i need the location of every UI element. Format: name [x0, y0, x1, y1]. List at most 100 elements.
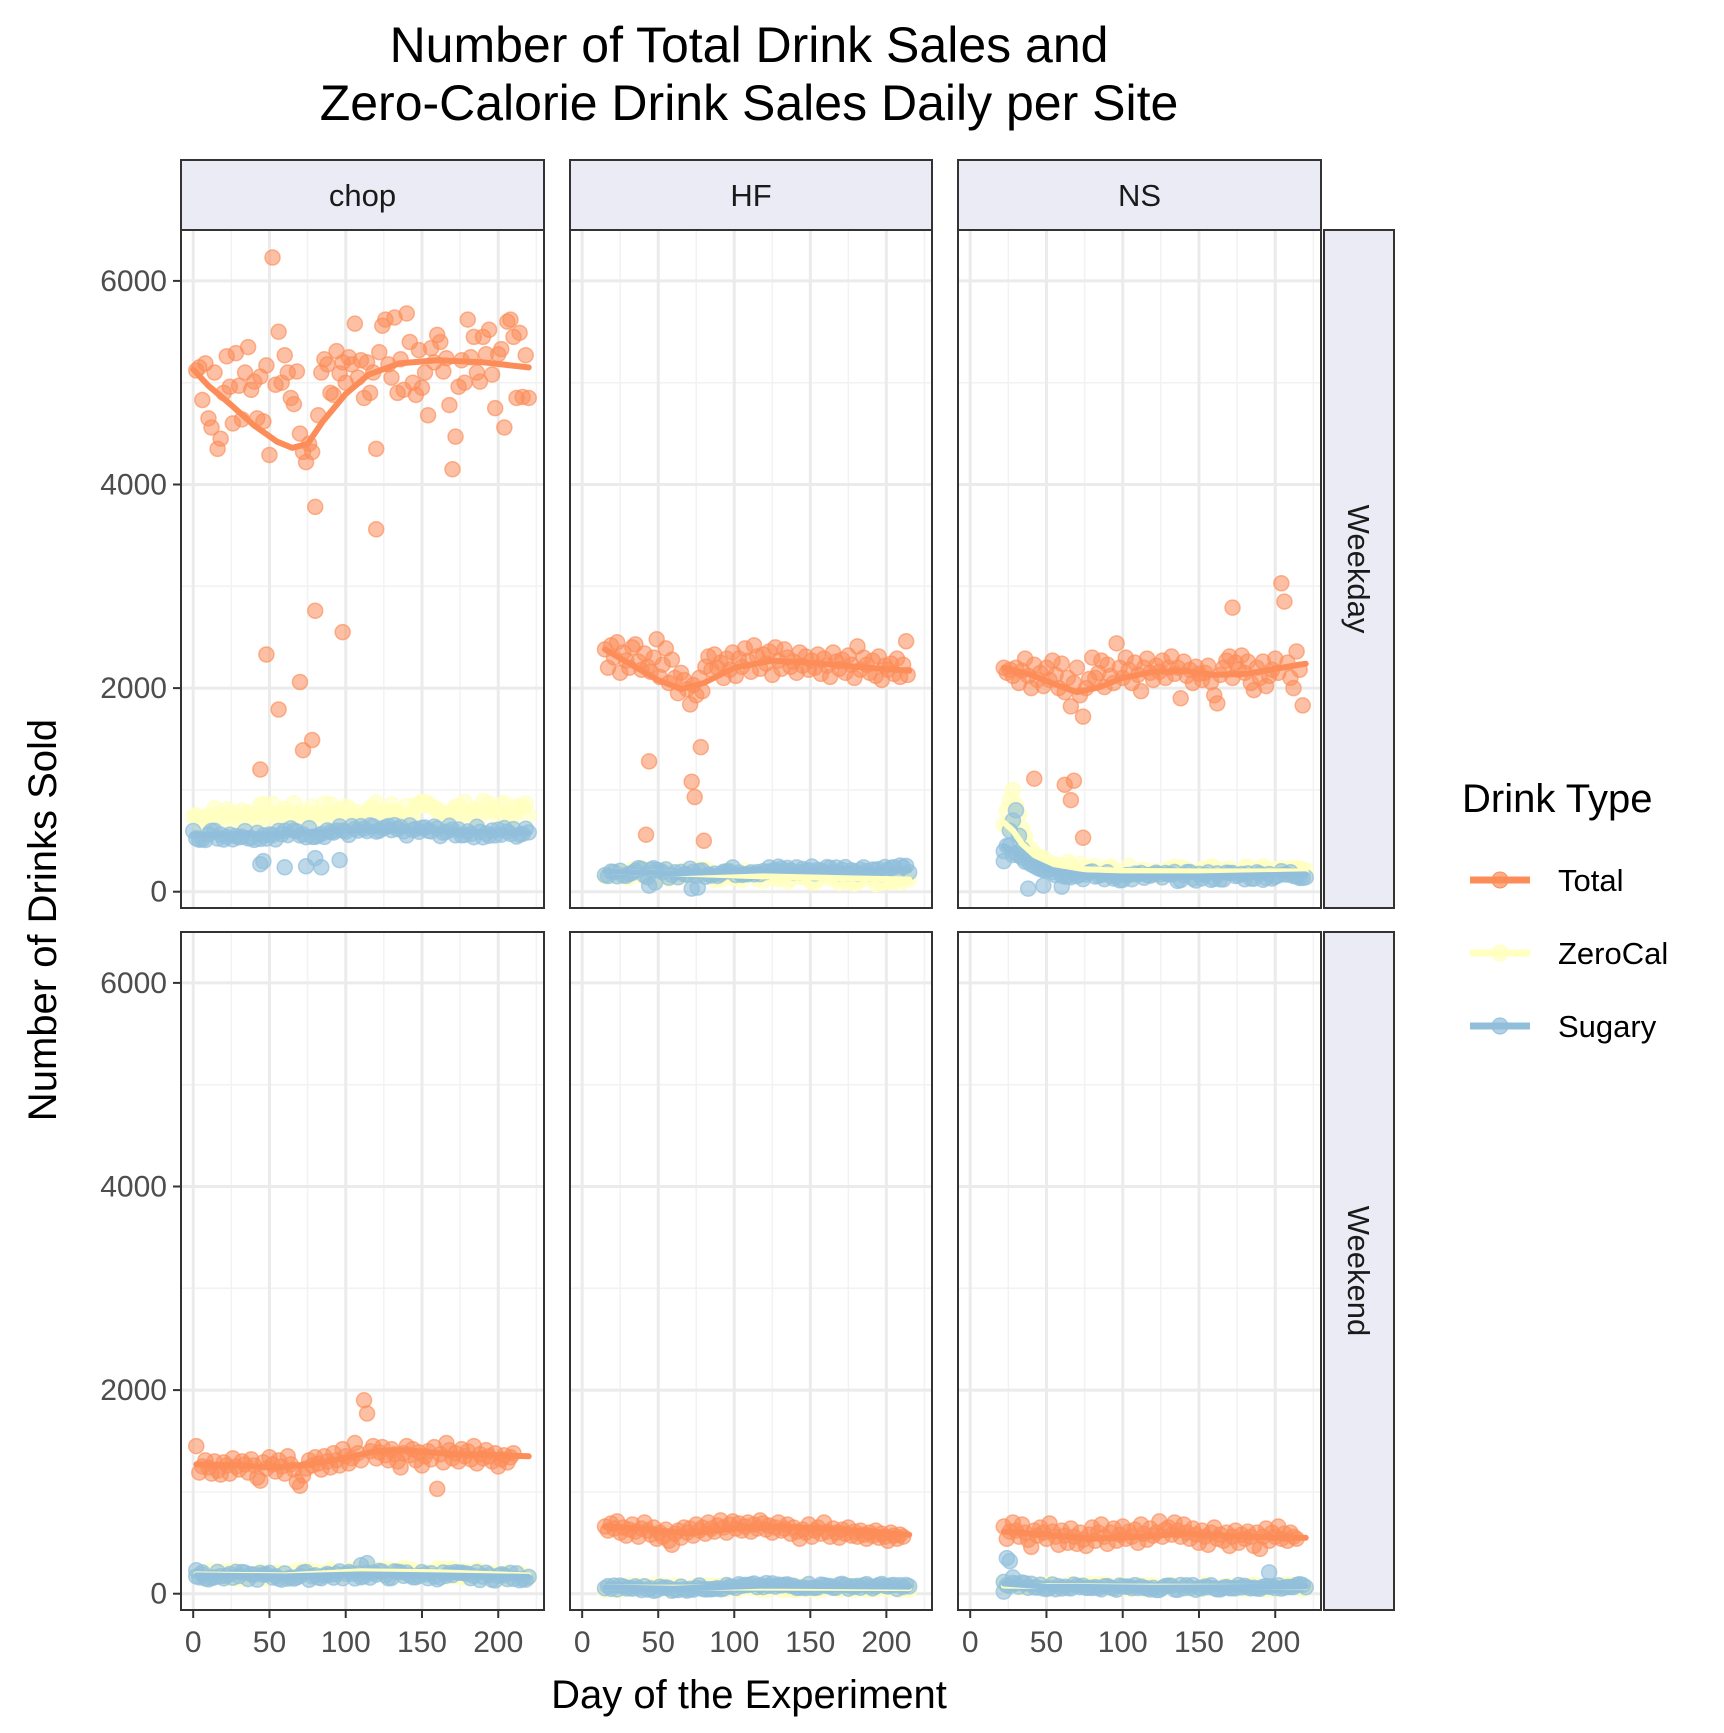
total-point [447, 428, 464, 445]
sugary-point [646, 874, 664, 891]
chart-title-line-1: Number of Total Drink Sales and [390, 17, 1109, 73]
total-trend-line [602, 646, 913, 693]
total-point [480, 321, 498, 339]
total-point [206, 364, 223, 381]
total-point [334, 623, 351, 641]
total-point [486, 399, 504, 417]
sugary-point [276, 859, 293, 876]
y-tick-label: 2000 [100, 672, 167, 705]
total-point [294, 741, 312, 759]
total-point [502, 311, 519, 328]
x-axis-title: Day of the Experiment [551, 1673, 947, 1717]
total-point [1209, 695, 1226, 712]
total-point [1294, 697, 1311, 714]
total-point [471, 373, 489, 390]
facet-panels [180, 229, 1322, 1611]
strip-label-chop: chop [329, 178, 396, 213]
x-tick-label: 0 [185, 1626, 202, 1659]
legend-key-point-total [1491, 871, 1509, 889]
panel-HF-weekday [569, 229, 933, 909]
sugary-trend-line [602, 1582, 913, 1592]
total-point [264, 249, 281, 266]
x-tick-label: 100 [321, 1626, 371, 1659]
total-point [640, 753, 658, 770]
legend: Drink Type Total ZeroCal Sugary [1462, 777, 1668, 1044]
x-tick-label: 150 [785, 1626, 835, 1659]
total-point [285, 395, 303, 413]
y-tick-label: 2000 [100, 1374, 167, 1407]
total-point [212, 430, 229, 447]
chart-title-line-2: Zero-Calorie Drink Sales Daily per Site [320, 75, 1179, 131]
total-point [361, 384, 379, 402]
total-point [692, 738, 710, 756]
panel-HF-weekend [569, 931, 933, 1611]
strip-label-weekend: Weekend [1341, 1206, 1376, 1336]
total-point [367, 521, 385, 538]
total-point [1062, 698, 1080, 715]
total-point [483, 366, 501, 383]
zerocal-trend-line [190, 807, 532, 820]
total-point [1288, 643, 1305, 660]
x-tick-label: 50 [1030, 1626, 1063, 1659]
total-point [258, 357, 275, 374]
total-point [1172, 690, 1189, 707]
total-point [346, 315, 364, 332]
legend-title: Drink Type [1462, 777, 1652, 821]
total-point [1062, 791, 1080, 809]
total-point [520, 389, 537, 407]
panel-chop-weekday [180, 229, 545, 909]
total-point [358, 1405, 376, 1422]
sugary-point [1001, 1552, 1019, 1570]
total-point [1026, 770, 1043, 787]
total-trend-line [1000, 660, 1309, 696]
total-point [1132, 682, 1150, 700]
x-tick-label: 150 [397, 1626, 447, 1659]
total-point [897, 633, 915, 650]
total-point [496, 419, 513, 436]
total-point [1074, 829, 1092, 847]
strip-label-HF: HF [730, 178, 771, 213]
total-point [459, 311, 476, 328]
total-point [637, 826, 655, 843]
panel-background [570, 230, 932, 908]
total-trend-line [193, 1447, 532, 1471]
legend-label-total: Total [1558, 863, 1623, 898]
total-point [188, 1437, 205, 1455]
x-tick-label: 50 [253, 1626, 286, 1659]
total-point [686, 788, 703, 806]
zerocal-point [1004, 781, 1022, 799]
total-point [270, 323, 287, 341]
strip-NS [957, 159, 1322, 231]
total-point [288, 363, 306, 380]
total-point [1108, 635, 1125, 652]
legend-key-point-zerocal [1491, 944, 1509, 962]
strip-label-weekday: Weekday [1341, 505, 1376, 634]
y-tick-label: 6000 [100, 265, 167, 298]
total-point [261, 446, 278, 464]
total-point [1273, 575, 1290, 592]
sugary-trend-line [1000, 1580, 1309, 1591]
sugary-trend-line [602, 866, 913, 877]
y-tick-label: 4000 [100, 469, 167, 502]
x-tick-label: 200 [473, 1626, 523, 1659]
panel-NS-weekend [957, 931, 1322, 1611]
total-point [1224, 599, 1241, 616]
total-point [1276, 593, 1293, 610]
panel-background [958, 932, 1321, 1610]
total-point [194, 391, 211, 409]
sugary-point [331, 851, 348, 869]
total-point [383, 369, 400, 386]
sugary-point [995, 852, 1013, 870]
total-point [239, 338, 257, 356]
panel-border [180, 931, 545, 1611]
strip-chop [180, 159, 545, 231]
x-tick-label: 100 [1098, 1626, 1148, 1659]
total-point [444, 460, 461, 478]
panel-background [181, 932, 544, 1610]
sugary-point [255, 852, 272, 870]
total-point [398, 305, 415, 322]
facet-strips: chop HF NS Weekday Weekend [180, 159, 1395, 1611]
total-point [355, 1392, 373, 1409]
x-tick-label: 100 [709, 1626, 759, 1659]
